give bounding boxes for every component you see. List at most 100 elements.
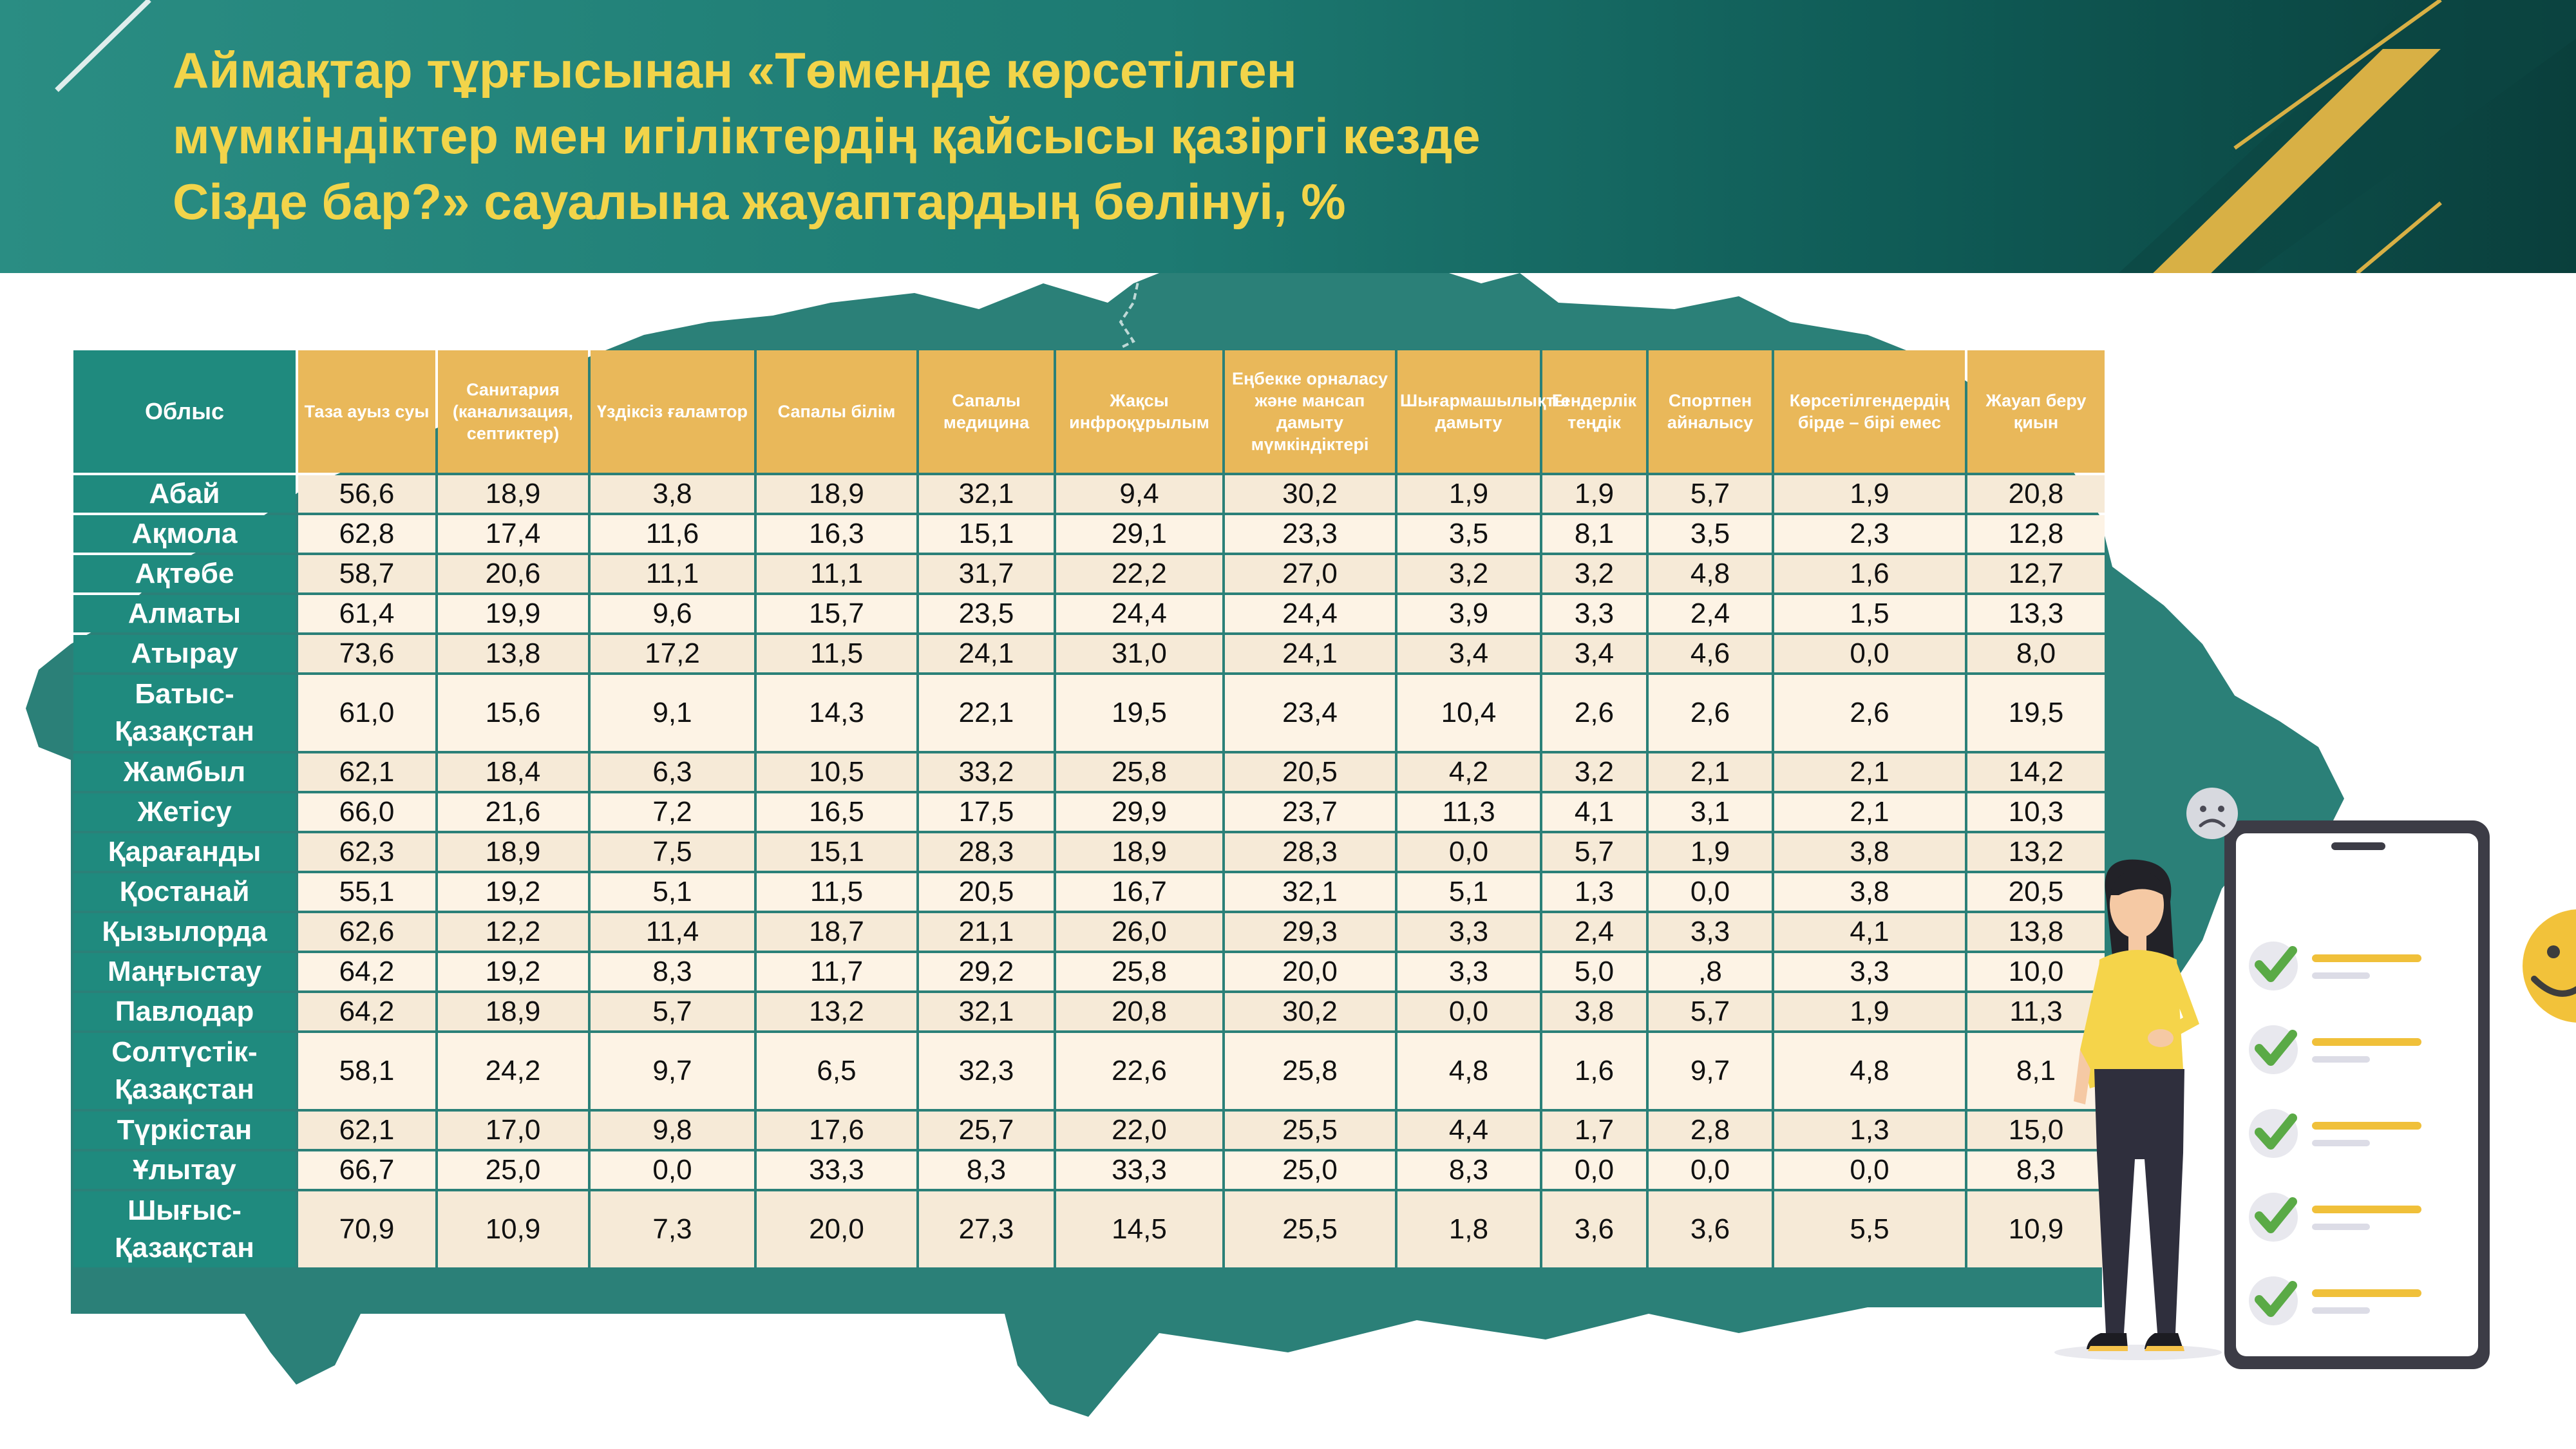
table-cell: 1,9	[1774, 993, 1965, 1030]
table-cell: 12,2	[438, 913, 588, 951]
table-cell: 16,5	[757, 793, 916, 831]
table-cell: 3,3	[1542, 595, 1646, 632]
table-cell: 62,3	[298, 833, 435, 871]
table-cell: 15,0	[1967, 1112, 2105, 1149]
table-row: Маңғыстау 64,2 19,2 8,3 11,7 29,2 25,8 20,0 3,3 5…	[73, 953, 2105, 990]
table-cell: 11,5	[757, 873, 916, 911]
region-name: Жамбыл	[73, 753, 296, 791]
table-cell: 8,0	[1967, 635, 2105, 672]
table-cell: 1,9	[1397, 475, 1540, 513]
table-cell: 62,1	[298, 1112, 435, 1149]
table-cell: 14,3	[757, 675, 916, 751]
table-cell: 22,0	[1056, 1112, 1222, 1149]
table-cell: 1,6	[1774, 555, 1965, 592]
table-cell: 5,1	[591, 873, 754, 911]
table-cell: 1,9	[1542, 475, 1646, 513]
table-cell: 20,8	[1056, 993, 1222, 1030]
table-cell: 5,5	[1774, 1191, 1965, 1267]
table-row: Жамбыл 62,1 18,4 6,3 10,5 33,2 25,8 20,5 4,2 3,2 2…	[73, 753, 2105, 791]
table-cell: 17,5	[919, 793, 1054, 831]
table-cell: 10,9	[438, 1191, 588, 1267]
header-banner: Аймақтар тұрғысынан «Төменде көрсетілген…	[0, 0, 2576, 273]
table-cell: 8,1	[1542, 515, 1646, 553]
region-name: Ақмола	[73, 515, 296, 553]
table-cell: 18,9	[1056, 833, 1222, 871]
table-cell: 27,3	[919, 1191, 1054, 1267]
table-cell: 3,5	[1397, 515, 1540, 553]
table-cell: 24,4	[1225, 595, 1395, 632]
table-cell: 12,8	[1967, 515, 2105, 553]
table-cell: 8,3	[591, 953, 754, 990]
table-cell: 18,4	[438, 753, 588, 791]
table-cell: 21,6	[438, 793, 588, 831]
table-cell: 19,5	[1967, 675, 2105, 751]
table-cell: 62,6	[298, 913, 435, 951]
table-cell: 3,3	[1397, 913, 1540, 951]
table-cell: 2,4	[1649, 595, 1772, 632]
table-cell: 25,8	[1056, 753, 1222, 791]
table-cell: 29,2	[919, 953, 1054, 990]
table-cell: 1,7	[1542, 1112, 1646, 1149]
table-cell: 15,1	[919, 515, 1054, 553]
column-header: Үздіксіз ғаламтор	[591, 350, 754, 473]
region-name: Маңғыстау	[73, 953, 296, 990]
table-cell: 3,9	[1397, 595, 1540, 632]
table-cell: 9,7	[591, 1033, 754, 1109]
table-cell: 11,1	[591, 555, 754, 592]
table-cell: 18,9	[438, 993, 588, 1030]
table-row: Абай 56,6 18,9 3,8 18,9 32,1 9,4 30,2 1,9 1,9 5,7 1…	[73, 475, 2105, 513]
column-header: Сапалы білім	[757, 350, 916, 473]
column-header: Шығармашылықты дамыту	[1397, 350, 1569, 473]
region-name: Қарағанды	[73, 833, 296, 871]
table-row: Алматы 61,4 19,9 9,6 15,7 23,5 24,4 24,4 3,9 3,3 2…	[73, 595, 2105, 632]
table-cell: 17,4	[438, 515, 588, 553]
table-cell: 4,1	[1542, 793, 1646, 831]
table-cell: 29,1	[1056, 515, 1222, 553]
table-cell: 20,0	[1225, 953, 1395, 990]
table-cell: 25,7	[919, 1112, 1054, 1149]
check-icon	[2249, 1109, 2421, 1158]
column-header: Көрсетілгендердің бірде – бірі емес	[1774, 350, 1965, 473]
table-cell: 15,7	[757, 595, 916, 632]
title-line-3: Сізде бар?» сауалына жауаптардың бөлінуі…	[173, 173, 1346, 230]
table-cell: 2,1	[1774, 793, 1965, 831]
table-cell: 3,2	[1542, 555, 1646, 592]
table-cell: 1,9	[1649, 833, 1772, 871]
table-cell: 33,3	[757, 1151, 916, 1189]
table-cell: 1,5	[1774, 595, 1965, 632]
table-cell: 1,8	[1397, 1191, 1540, 1267]
table-cell: 6,3	[591, 753, 754, 791]
table-cell: 7,5	[591, 833, 754, 871]
table-cell: 15,1	[757, 833, 916, 871]
table-cell: 11,1	[757, 555, 916, 592]
column-header: Спортпен айналысу	[1649, 350, 1772, 473]
table-cell: 21,1	[919, 913, 1054, 951]
column-header: Облыс	[73, 350, 296, 473]
table-cell: 10,9	[1967, 1191, 2105, 1267]
table-cell: 61,4	[298, 595, 435, 632]
table-cell: 20,0	[757, 1191, 916, 1267]
table-row: Шығыс- Қазақстан 70,9 10,9 7,3 20,0 27,3 14,5 25…	[73, 1191, 2105, 1267]
table-cell: 32,1	[1225, 873, 1395, 911]
region-name: Шығыс- Қазақстан	[73, 1191, 296, 1267]
table-cell: 11,4	[591, 913, 754, 951]
table-cell: 3,1	[1649, 793, 1772, 831]
region-name: Павлодар	[73, 993, 296, 1030]
table-cell: 5,1	[1397, 873, 1540, 911]
table-cell: 7,3	[591, 1191, 754, 1267]
table-cell: 0,0	[1774, 635, 1965, 672]
table-cell: 5,0	[1542, 953, 1646, 990]
table-cell: 14,2	[1967, 753, 2105, 791]
table-cell: 1,3	[1542, 873, 1646, 911]
table-cell: 4,4	[1397, 1112, 1540, 1149]
smile-face-icon	[2523, 909, 2576, 1023]
table-row: Қостанай 55,1 19,2 5,1 11,5 20,5 16,7 32,1 5,1 1,…	[73, 873, 2105, 911]
table-cell: 55,1	[298, 873, 435, 911]
table-cell: 4,1	[1774, 913, 1965, 951]
table-cell: 3,8	[1774, 873, 1965, 911]
region-name: Атырау	[73, 635, 296, 672]
table-cell: 5,7	[591, 993, 754, 1030]
table-cell: 0,0	[1397, 993, 1540, 1030]
table-cell: 3,8	[1542, 993, 1646, 1030]
table-cell: 32,3	[919, 1033, 1054, 1109]
